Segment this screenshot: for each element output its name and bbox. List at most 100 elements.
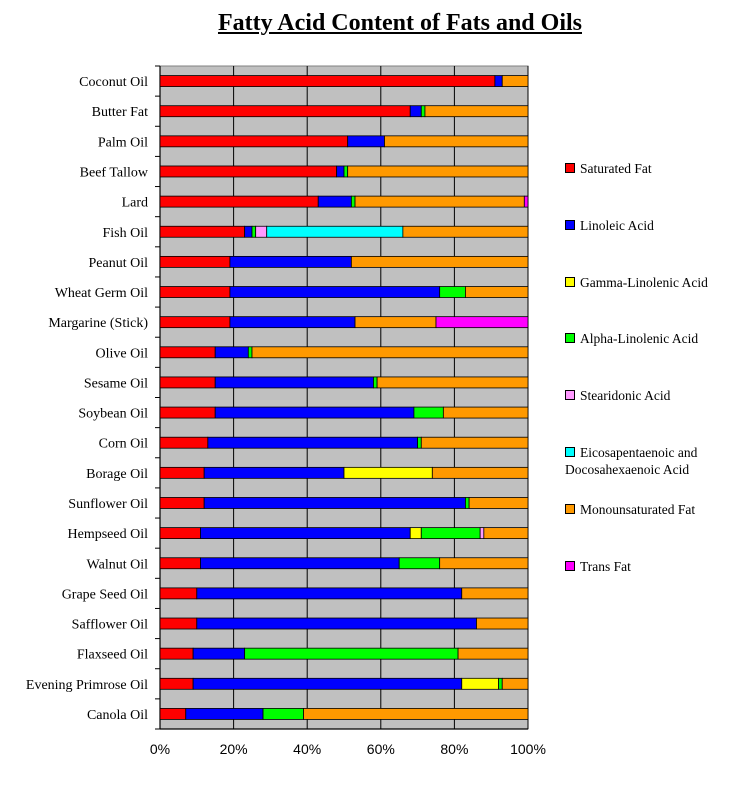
bar-segment [159, 497, 205, 509]
bar-segment [350, 195, 356, 208]
bar-segment [200, 527, 411, 540]
bar-segment [347, 165, 529, 178]
bar-segment [483, 527, 529, 540]
bar-segment [435, 316, 529, 329]
legend-label: Linoleic Acid [580, 217, 654, 233]
category-labels: Coconut Oil Butter Fat Palm Oil Beef Tallow… [26, 75, 149, 723]
category-label: Canola Oil [87, 708, 148, 723]
bar-segment [468, 497, 529, 509]
bar-segment [347, 135, 385, 148]
category-label: Grape Seed Oil [62, 587, 148, 602]
bar-segment [417, 436, 422, 449]
bar-segment [192, 677, 463, 690]
category-label: Butter Fat [92, 105, 148, 120]
category-label: Olive Oil [96, 346, 149, 361]
bar-segment [244, 225, 253, 238]
x-tick-label: 60% [367, 741, 395, 757]
category-label: Sesame Oil [84, 376, 148, 391]
legend-swatch [565, 162, 575, 173]
legend-item: Stearidonic Acid [565, 387, 670, 404]
legend-label: Alpha-Linolenic Acid [580, 331, 699, 347]
bar-segment [431, 466, 529, 479]
bar-segment [214, 346, 249, 359]
bar-segment [343, 165, 349, 178]
bar-segment [336, 165, 345, 178]
bar-segment [247, 346, 253, 359]
category-label: Evening Primrose Oil [26, 678, 148, 693]
bar-segment [159, 708, 187, 720]
bar-segment [439, 286, 466, 298]
legend-swatch [565, 276, 575, 287]
bar-segment [203, 466, 345, 479]
category-label: Soybean Oil [78, 407, 148, 422]
bar-segment [398, 557, 441, 570]
bar-segment [343, 466, 433, 479]
bar-segment [461, 677, 499, 690]
category-label: Borage Oil [86, 467, 148, 482]
legend-item: Trans Fat [565, 558, 631, 575]
bar-segment [159, 376, 216, 389]
bar-segment [317, 195, 352, 208]
bar-segment [461, 587, 529, 600]
bar-segment [159, 135, 349, 148]
bar-segment [498, 677, 503, 690]
category-label: Flaxseed Oil [77, 648, 148, 663]
bar-segment [523, 195, 529, 208]
bar-segment [159, 677, 194, 690]
bar-segment [402, 225, 529, 238]
category-label: Fish Oil [102, 226, 148, 241]
category-label: Palm Oil [98, 135, 148, 150]
bar-segment [409, 527, 422, 540]
x-tick-labels: 0% 20% 40% 60% 80% 100% [150, 741, 546, 757]
bar-segment [244, 647, 459, 660]
category-label: Peanut Oil [89, 256, 149, 271]
x-tick-label: 20% [220, 741, 248, 757]
chart-title: Fatty Acid Content of Fats and Oils [217, 10, 582, 36]
bar-segment [229, 286, 441, 298]
bar-segment [159, 225, 246, 238]
bar-segment [354, 316, 437, 329]
bar-segment [159, 527, 201, 540]
legend-swatch [565, 560, 575, 571]
bar-segment [262, 708, 304, 720]
bar-segment [196, 617, 477, 630]
bar-segment [409, 105, 422, 118]
legend-swatch [565, 503, 575, 514]
bar-segment [420, 105, 426, 118]
legend-swatch [565, 446, 575, 457]
bar-segment [159, 647, 194, 660]
bar-segment [185, 708, 264, 720]
bar-segment [501, 75, 529, 87]
bar-segment [159, 316, 231, 329]
bar-segment [251, 346, 529, 359]
x-tick-label: 40% [293, 741, 321, 757]
legend-item: Gamma-Linolenic Acid [565, 274, 708, 291]
bars [159, 75, 529, 720]
x-tick-label: 0% [150, 741, 170, 757]
bar-segment [159, 195, 319, 208]
bar-segment [159, 255, 231, 268]
bar-segment [159, 165, 338, 178]
bar-segment [159, 436, 209, 449]
legend-swatch [565, 390, 575, 401]
legend-label: Eicosapentaenoic and Docosahexaenoic Acid [565, 444, 698, 477]
legend-swatch [565, 333, 575, 344]
legend-label: Monounsaturated Fat [580, 501, 696, 517]
bar-segment [373, 376, 378, 389]
bar-segment [229, 316, 356, 329]
bar-segment [214, 406, 415, 419]
category-label: Margarine (Stick) [48, 316, 148, 331]
category-label: Beef Tallow [80, 165, 149, 180]
bar-segment [424, 105, 529, 118]
bar-segment [384, 135, 529, 148]
bar-segment [303, 708, 529, 720]
bar-segment [200, 557, 400, 570]
bar-segment [350, 255, 529, 268]
bar-segment [159, 105, 411, 118]
bar-segment [207, 436, 418, 449]
bar-segment [501, 677, 529, 690]
legend-label: Trans Fat [580, 558, 631, 574]
legend-item: Saturated Fat [565, 160, 652, 177]
bar-segment [159, 587, 198, 600]
bar-segment [159, 466, 205, 479]
